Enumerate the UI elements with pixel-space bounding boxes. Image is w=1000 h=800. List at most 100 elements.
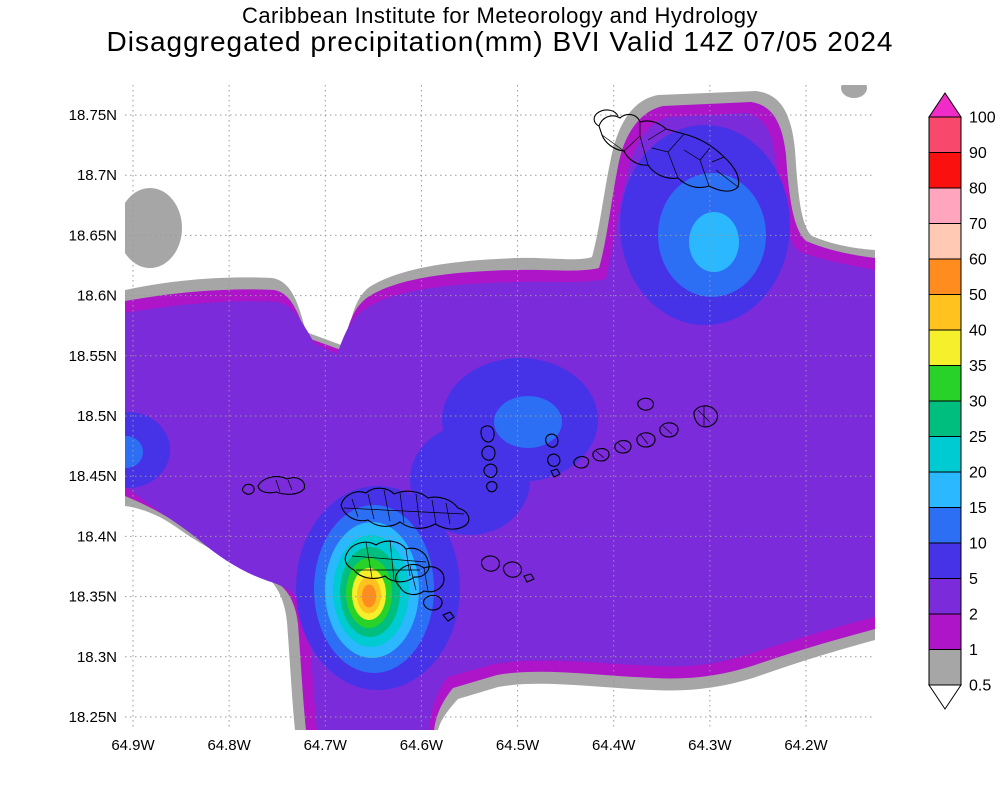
island-outline xyxy=(340,487,470,530)
filled-contours xyxy=(125,85,875,730)
colorbar-band-15mm xyxy=(928,471,962,508)
colorbar-upper-arrow xyxy=(928,92,962,118)
colorbar-band-30mm xyxy=(928,365,962,402)
island-outline xyxy=(483,463,498,478)
colorbar-tick-label: 0.5 xyxy=(969,678,991,695)
island-cays xyxy=(480,425,561,583)
lon-tick-label: 64.4W xyxy=(592,737,636,754)
gray-patch-upper-left xyxy=(125,188,182,268)
colorbar-tick-label: 70 xyxy=(969,216,987,233)
lat-lon-gridlines xyxy=(125,85,875,730)
lat-tick-label: 18.45N xyxy=(69,468,117,485)
island-anegada xyxy=(593,109,740,192)
lat-tick-label: 18.7N xyxy=(77,167,117,184)
island-outline xyxy=(502,561,522,578)
colorbar-tick-label: 100 xyxy=(969,110,996,127)
colorbar-band-1mm xyxy=(928,613,962,650)
colorbar-band-70mm xyxy=(928,187,962,224)
island-outline xyxy=(593,109,619,127)
island-outline xyxy=(423,594,443,611)
lat-tick-label: 18.55N xyxy=(69,348,117,365)
colorbar-tick-label: 20 xyxy=(969,465,987,482)
contour-50mm-bullseye-core xyxy=(362,584,376,608)
colorbar-band-50mm xyxy=(928,258,962,295)
island-outline xyxy=(480,425,495,443)
colorbar-tick-label: 25 xyxy=(969,429,987,446)
lat-tick-label: 18.3N xyxy=(77,649,117,666)
colorbar-band-35mm xyxy=(928,329,962,366)
island-jost-van-dyke xyxy=(241,476,306,495)
lon-tick-label: 64.8W xyxy=(207,737,251,754)
colorbar-tick-label: 50 xyxy=(969,287,987,304)
island-outline xyxy=(545,433,559,448)
contour-5mm-bridge xyxy=(410,425,530,535)
colorbar-tick-label: 5 xyxy=(969,571,978,588)
lat-tick-label: 18.4N xyxy=(77,528,117,545)
island-outline xyxy=(659,422,679,438)
colorbar-tick-label: 90 xyxy=(969,145,987,162)
island-outline xyxy=(636,432,656,448)
island-interior-boundaries xyxy=(601,122,739,188)
colorbar-tick-label: 15 xyxy=(969,500,987,517)
colorbar-tick-label: 60 xyxy=(969,252,987,269)
island-outline xyxy=(442,611,455,622)
lat-tick-label: 18.35N xyxy=(69,589,117,606)
island-interior-boundaries xyxy=(595,406,711,459)
colorbar-band-5mm xyxy=(928,542,962,579)
island-outline xyxy=(523,573,535,583)
island-outline xyxy=(693,405,719,428)
colorbar-band-25mm xyxy=(928,400,962,437)
island-outline xyxy=(486,481,498,493)
lon-tick-label: 64.5W xyxy=(496,737,540,754)
colorbar-tick-label: 1 xyxy=(969,642,978,659)
lat-tick-label: 18.5N xyxy=(77,408,117,425)
colorbar-band-2mm xyxy=(928,578,962,615)
island-outline xyxy=(573,456,590,469)
contour-10mm-west-edge xyxy=(125,436,143,468)
contour-5mm-west-edge xyxy=(125,412,170,488)
lon-tick-label: 64.3W xyxy=(688,737,732,754)
colorbar-band-80mm xyxy=(928,152,962,189)
lat-tick-label: 18.25N xyxy=(69,709,117,726)
island-outline xyxy=(550,468,561,478)
island-outline xyxy=(344,540,430,583)
island-interior-boundaries xyxy=(343,489,465,526)
island-outline xyxy=(395,563,445,596)
colorbar-lower-arrow xyxy=(928,684,962,710)
island-tortola xyxy=(340,487,470,530)
island-outline xyxy=(257,476,306,495)
colorbar-band-40mm xyxy=(928,294,962,331)
island-outline xyxy=(592,448,610,462)
precipitation-colorbar: 100 90 80 70 60 50 40 35 30 25 20 15 10 5 2 1 0.5 xyxy=(928,92,996,710)
island-outline xyxy=(637,397,654,411)
colorbar-band-60mm xyxy=(928,223,962,260)
island-outline xyxy=(614,440,632,454)
colorbar-band-0.5mm xyxy=(928,649,962,686)
colorbar-tick-label: 40 xyxy=(969,323,987,340)
lon-tick-label: 64.2W xyxy=(784,737,828,754)
island-cluster-south xyxy=(344,539,455,622)
chart-title: Disaggregated precipitation(mm) BVI Vali… xyxy=(106,26,894,57)
axis-tick-labels: 64.9W 64.8W 64.7W 64.6W 64.5W 64.4W 64.3W 64.2W… xyxy=(69,107,829,754)
island-outline xyxy=(241,483,255,495)
island-outline xyxy=(547,453,561,467)
lon-tick-label: 64.9W xyxy=(111,737,155,754)
colorbar-tick-label: 80 xyxy=(969,181,987,198)
colorbar-tick-label: 35 xyxy=(969,358,987,375)
lat-tick-label: 18.75N xyxy=(69,107,117,124)
island-chain-virgin-gorda xyxy=(573,397,719,469)
colorbar-band-10mm xyxy=(928,507,962,544)
island-outlines xyxy=(241,109,740,622)
colorbar-band-20mm xyxy=(928,436,962,473)
lat-tick-label: 18.6N xyxy=(77,288,117,305)
lon-tick-label: 64.7W xyxy=(304,737,348,754)
contour-10mm-central xyxy=(494,396,562,448)
gray-speck-upper-right xyxy=(841,85,867,98)
institute-title: Caribbean Institute for Meteorology and … xyxy=(241,3,759,28)
island-interior-boundaries xyxy=(275,479,293,493)
lon-tick-label: 64.6W xyxy=(400,737,444,754)
island-outline xyxy=(480,555,500,572)
island-interior-boundaries xyxy=(351,539,429,592)
